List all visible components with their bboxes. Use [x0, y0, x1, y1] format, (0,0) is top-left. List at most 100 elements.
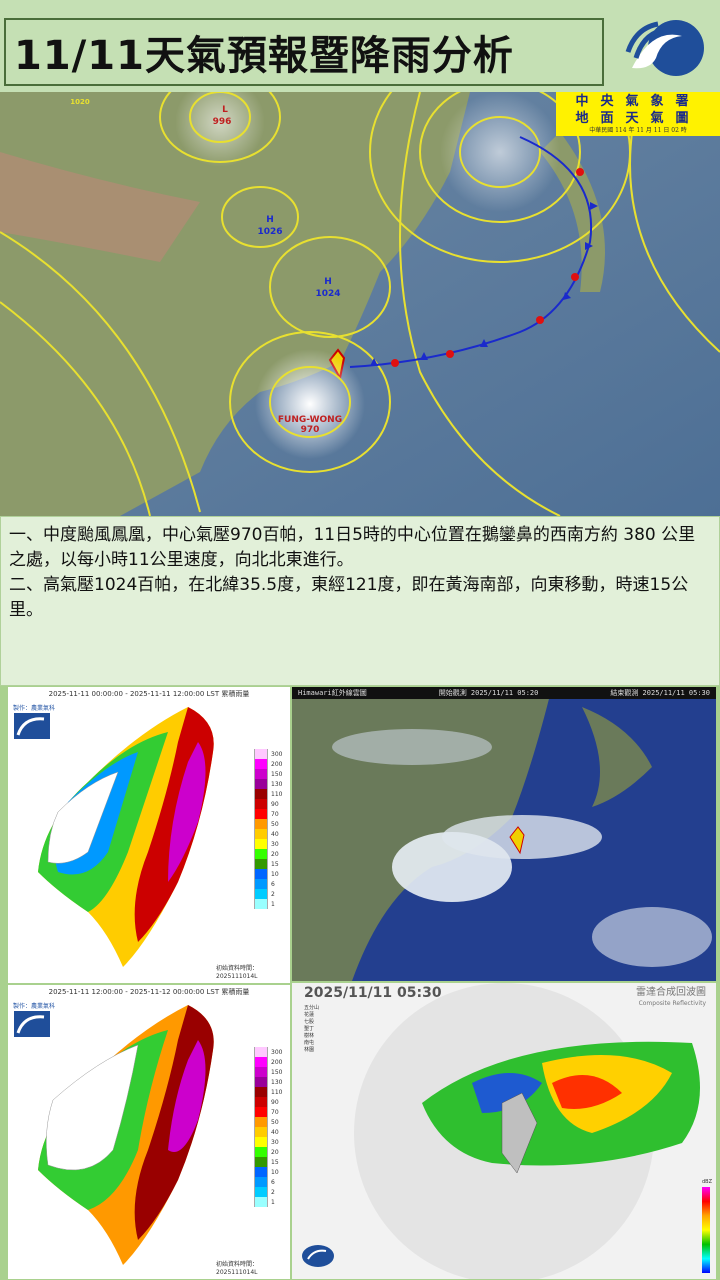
legend-label: 50: [271, 1118, 279, 1126]
legend-label: 130: [271, 1078, 283, 1086]
taiwan-rainfall-shape: [38, 1005, 214, 1265]
legend-label: 300: [271, 1048, 283, 1056]
rainfall-map-2: 2025-11-11 12:00:00 - 2025-11-12 00:00:0…: [8, 985, 290, 1279]
legend-item: 130: [254, 1077, 290, 1087]
legend-item: 6: [254, 1177, 290, 1187]
radar-unit: dBZ: [701, 1179, 712, 1185]
legend-item: 150: [254, 769, 290, 779]
legend-label: 6: [271, 880, 275, 888]
legend-label: 30: [271, 1138, 279, 1146]
legend-label: 130: [271, 780, 283, 788]
legend-label: 1: [271, 900, 275, 908]
legend-label: 150: [271, 1068, 283, 1076]
legend-swatch: [254, 1097, 268, 1107]
legend-label: 20: [271, 850, 279, 858]
rainfall-legend: 300 200 150 130 110 90 70 50 40 30 20 15 10 6 2 1: [254, 1047, 290, 1207]
legend-swatch: [254, 799, 268, 809]
legend-swatch: [254, 1087, 268, 1097]
legend-item: 2: [254, 889, 290, 899]
legend-swatch: [254, 1117, 268, 1127]
init-time: 初始資料時間： 2025111014L: [216, 1261, 259, 1276]
legend-label: 110: [271, 790, 283, 798]
legend-swatch: [254, 879, 268, 889]
init-time: 初始資料時間： 2025111014L: [216, 965, 259, 980]
satellite-info-bar: Himawari紅外線雲圖 開始觀測 2025/11/11 05:20 結束觀測…: [292, 687, 716, 699]
legend-item: 2: [254, 1187, 290, 1197]
legend-label: 300: [271, 750, 283, 758]
legend-label: 110: [271, 1088, 283, 1096]
rainfall-map-1: 2025-11-11 00:00:00 - 2025-11-11 12:00:0…: [8, 687, 290, 983]
radar-timestamp: 2025/11/11 05:30: [304, 985, 442, 1001]
rainfall-legend: 300 200 150 130 110 90 70 50 40 30 20 15 10 6 2 1: [254, 749, 290, 909]
rainfall-caption: 2025-11-11 00:00:00 - 2025-11-11 12:00:0…: [48, 690, 250, 698]
legend-swatch: [254, 1047, 268, 1057]
legend-swatch: [254, 1167, 268, 1177]
legend-label: 15: [271, 860, 279, 868]
radar-colorbar: [702, 1187, 710, 1273]
page-title: 11/11天氣預報暨降雨分析: [14, 33, 514, 79]
legend-swatch: [254, 749, 268, 759]
legend-swatch: [254, 889, 268, 899]
legend-label: 6: [271, 1178, 275, 1186]
legend-item: 150: [254, 1067, 290, 1077]
legend-swatch: [254, 1157, 268, 1167]
high-label: H: [266, 215, 274, 225]
cwa-logo-icon: [14, 713, 50, 739]
low-pressure-label: 996: [213, 117, 232, 127]
isobar-label: 1020: [70, 98, 90, 106]
legend-item: 200: [254, 759, 290, 769]
legend-label: 15: [271, 1158, 279, 1166]
cwa-logo-icon: [625, 20, 704, 76]
legend-item: 10: [254, 869, 290, 879]
legend-label: 2: [271, 890, 275, 898]
legend-swatch: [254, 1147, 268, 1157]
legend-item: 200: [254, 1057, 290, 1067]
legend-item: 130: [254, 779, 290, 789]
surface-weather-map: FUNG-WONG 970 H 1026 H 1024 L 996 1020 中…: [0, 92, 720, 516]
high-pressure-label: 1026: [257, 227, 282, 237]
legend-label: 90: [271, 1098, 279, 1106]
legend-swatch: [254, 1177, 268, 1187]
legend-item: 300: [254, 1047, 290, 1057]
analysis-item-1: 一、中度颱風鳳凰，中心氣壓970百帕，11日5時的中心位置在鵝鑾鼻的西南方約 3…: [9, 525, 696, 570]
radar-station-list: 五分山 花蓮 七股 墾丁 樹林 南屯 林園: [304, 1005, 320, 1053]
legend-label: 200: [271, 760, 283, 768]
radar-title: 雷達合成回波圖 Composite Reflectivity: [636, 987, 706, 1007]
legend-item: 15: [254, 859, 290, 869]
analysis-item-2: 二、高氣壓1024百帕，在北緯35.5度，東經121度，即在黃海南部，向東移動，…: [9, 575, 689, 620]
legend-item: 90: [254, 799, 290, 809]
legend-item: 70: [254, 1107, 290, 1117]
legend-swatch: [254, 1067, 268, 1077]
legend-swatch: [254, 839, 268, 849]
legend-swatch: [254, 809, 268, 819]
legend-label: 10: [271, 1168, 279, 1176]
legend-swatch: [254, 779, 268, 789]
legend-label: 40: [271, 830, 279, 838]
legend-label: 40: [271, 1128, 279, 1136]
rainfall-credit: 製作：農業氣科: [13, 705, 56, 712]
radar-image: 2025/11/11 05:30 雷達合成回波圖 Composite Reflec…: [292, 983, 716, 1279]
cwa-logo-icon: [14, 1011, 50, 1037]
legend-swatch: [254, 859, 268, 869]
legend-label: 90: [271, 800, 279, 808]
legend-item: 1: [254, 1197, 290, 1207]
legend-swatch: [254, 1197, 268, 1207]
legend-item: 50: [254, 819, 290, 829]
cwa-logo-icon: [302, 1245, 334, 1267]
legend-item: 40: [254, 1127, 290, 1137]
legend-swatch: [254, 759, 268, 769]
typhoon-pressure-label: 970: [301, 425, 320, 435]
legend-swatch: [254, 1187, 268, 1197]
typhoon-name-label: FUNG-WONG: [278, 415, 342, 425]
legend-item: 20: [254, 849, 290, 859]
legend-item: 20: [254, 1147, 290, 1157]
legend-item: 30: [254, 1137, 290, 1147]
legend-label: 150: [271, 770, 283, 778]
rainfall-caption: 2025-11-11 12:00:00 - 2025-11-12 00:00:0…: [48, 988, 250, 996]
legend-swatch: [254, 1137, 268, 1147]
legend-swatch: [254, 869, 268, 879]
legend-label: 2: [271, 1188, 275, 1196]
legend-item: 90: [254, 1097, 290, 1107]
title-box: 11/11天氣預報暨降雨分析: [4, 18, 604, 86]
legend-item: 70: [254, 809, 290, 819]
